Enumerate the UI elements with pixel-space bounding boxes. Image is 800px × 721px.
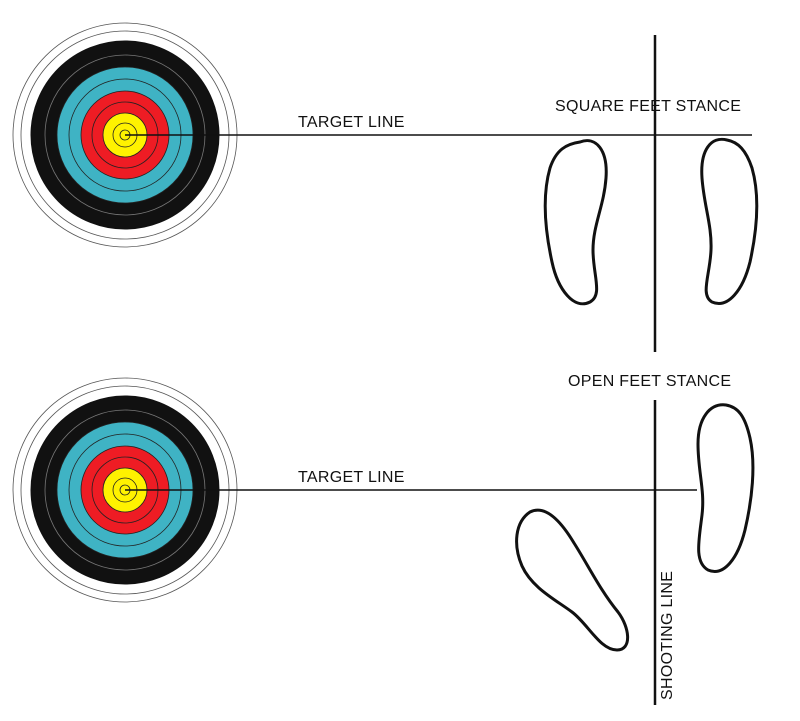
target-line-label: TARGET LINE xyxy=(298,469,405,486)
left-foot-icon xyxy=(543,139,608,306)
target-line-label: TARGET LINE xyxy=(298,114,405,131)
front-foot-icon xyxy=(696,403,755,573)
stance-label: OPEN FEET STANCE xyxy=(568,373,731,390)
shooting-line-label: SHOOTING LINE xyxy=(659,571,676,700)
square-stance-panel: TARGET LINE SQUARE FEET STANCE xyxy=(12,22,759,306)
right-foot-icon xyxy=(700,137,759,305)
stance-label: SQUARE FEET STANCE xyxy=(555,98,741,115)
open-stance-panel: TARGET LINE OPEN FEET STANCE xyxy=(12,373,755,652)
back-foot-icon xyxy=(515,508,630,652)
